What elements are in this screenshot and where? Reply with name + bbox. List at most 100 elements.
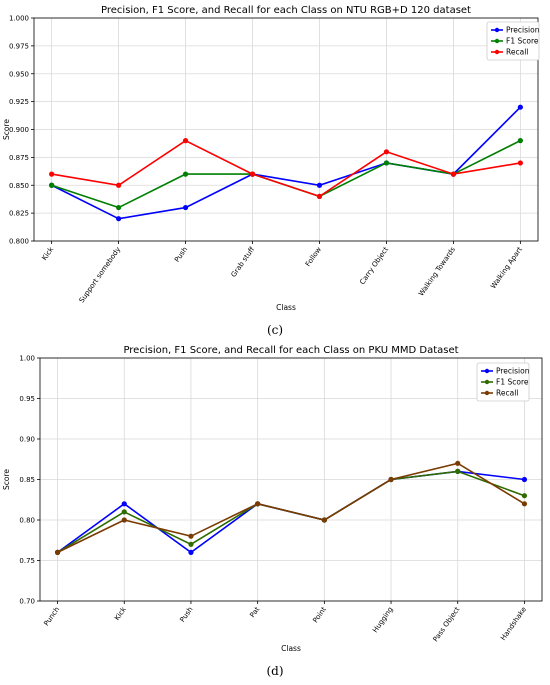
data-point xyxy=(116,216,122,222)
x-tick-label: Point xyxy=(311,605,328,624)
legend-marker xyxy=(484,368,490,374)
legend-marker xyxy=(494,38,500,44)
data-point xyxy=(388,476,394,483)
data-point xyxy=(249,171,256,177)
series-line xyxy=(51,106,521,220)
data-point xyxy=(521,493,528,499)
y-tick-label: 0.95 xyxy=(19,395,35,403)
data-point xyxy=(182,138,189,144)
y-tick-label: 0.800 xyxy=(9,238,29,246)
data-point xyxy=(316,193,323,199)
x-tick-label: Follow xyxy=(304,245,323,268)
series-line xyxy=(57,462,525,554)
x-tick-label: Punch xyxy=(42,606,61,628)
x-tick-label: Pat xyxy=(248,605,261,619)
y-tick-label: 1.000 xyxy=(9,15,29,23)
data-point xyxy=(49,171,55,177)
data-point xyxy=(54,549,61,556)
x-tick-label: Carry Object xyxy=(358,245,390,286)
data-point xyxy=(188,549,194,556)
plot-frame xyxy=(39,357,543,602)
data-point xyxy=(188,541,194,547)
series-recall xyxy=(54,460,528,556)
data-point xyxy=(316,182,323,188)
y-tick-label: 1.00 xyxy=(19,355,35,363)
legend: Precision F1 Score Recall xyxy=(476,362,530,402)
x-tick-label: Kick xyxy=(113,605,128,622)
data-point xyxy=(455,468,461,474)
y-tick-label: 0.70 xyxy=(19,598,35,606)
y-tick-label: 0.80 xyxy=(19,517,35,525)
data-point xyxy=(121,501,127,507)
data-point xyxy=(383,160,390,166)
x-tick-label: Walking Towards xyxy=(417,245,457,297)
data-point xyxy=(121,517,127,523)
data-point xyxy=(255,501,261,507)
y-tick-label: 0.825 xyxy=(9,210,29,218)
data-point xyxy=(383,149,390,155)
data-point xyxy=(49,182,55,188)
y-axis-label: Score xyxy=(2,119,11,140)
data-point xyxy=(517,104,523,110)
legend-box xyxy=(486,21,540,61)
data-point xyxy=(517,160,523,166)
x-tick-label: Push xyxy=(179,606,195,624)
series-precision xyxy=(49,104,523,222)
data-point xyxy=(116,204,122,211)
chart-title: Precision, F1 Score, and Recall for each… xyxy=(123,345,458,356)
x-tick-label: Support somebody xyxy=(78,246,123,305)
legend-label: Precision xyxy=(506,26,540,35)
legend-label: Recall xyxy=(506,48,528,57)
data-point xyxy=(517,138,523,144)
y-tick-label: 0.925 xyxy=(9,98,29,106)
data-point xyxy=(521,476,528,483)
legend-label: F1 Score xyxy=(496,378,529,387)
series-line xyxy=(51,139,521,198)
y-axis-label: Score xyxy=(2,469,11,490)
y-tick-label: 0.975 xyxy=(9,42,29,50)
x-tick-label: Walking Apart xyxy=(489,245,524,290)
x-tick-label: Pass Object xyxy=(432,605,462,643)
y-tick-label: 0.950 xyxy=(9,70,29,78)
y-tick-label: 0.850 xyxy=(9,182,29,190)
data-point xyxy=(188,533,194,539)
series-line xyxy=(51,139,521,209)
legend-label: Precision xyxy=(496,367,530,376)
legend-marker xyxy=(494,49,500,55)
panel-caption: (d) xyxy=(266,664,283,678)
x-tick-label: Kick xyxy=(40,245,55,262)
x-axis-label: Class xyxy=(276,303,296,312)
x-tick-label: Hugging xyxy=(371,606,394,635)
data-point xyxy=(455,460,461,466)
data-point xyxy=(521,501,528,507)
legend-label: F1 Score xyxy=(506,37,539,46)
y-tick-label: 0.900 xyxy=(9,126,29,134)
data-point xyxy=(450,171,456,177)
plot-frame xyxy=(33,17,539,242)
data-point xyxy=(121,509,127,515)
data-point xyxy=(116,182,122,188)
data-point xyxy=(321,517,327,523)
legend-marker xyxy=(484,390,490,396)
data-point xyxy=(182,204,189,211)
chart-title: Precision, F1 Score, and Recall for each… xyxy=(101,5,471,16)
x-tick-label: Grab stuff xyxy=(230,245,257,278)
x-axis-label: Class xyxy=(281,644,301,653)
y-tick-label: 0.90 xyxy=(19,436,35,444)
legend-marker xyxy=(484,379,490,385)
panel-caption: (c) xyxy=(267,323,283,337)
chart-0: Precision, F1 Score, and Recall for each… xyxy=(2,5,540,337)
x-tick-label: Push xyxy=(173,246,189,264)
y-tick-label: 0.75 xyxy=(19,557,35,565)
legend-label: Recall xyxy=(496,389,518,398)
chart-1: Precision, F1 Score, and Recall for each… xyxy=(2,345,543,678)
data-point xyxy=(182,171,189,177)
legend-box xyxy=(476,362,530,402)
y-tick-label: 0.875 xyxy=(9,154,29,162)
legend-marker xyxy=(494,27,500,33)
y-tick-label: 0.85 xyxy=(19,476,35,484)
x-tick-label: Handshake xyxy=(499,606,528,642)
series-recall xyxy=(49,138,523,199)
legend: Precision F1 Score Recall xyxy=(486,21,540,61)
